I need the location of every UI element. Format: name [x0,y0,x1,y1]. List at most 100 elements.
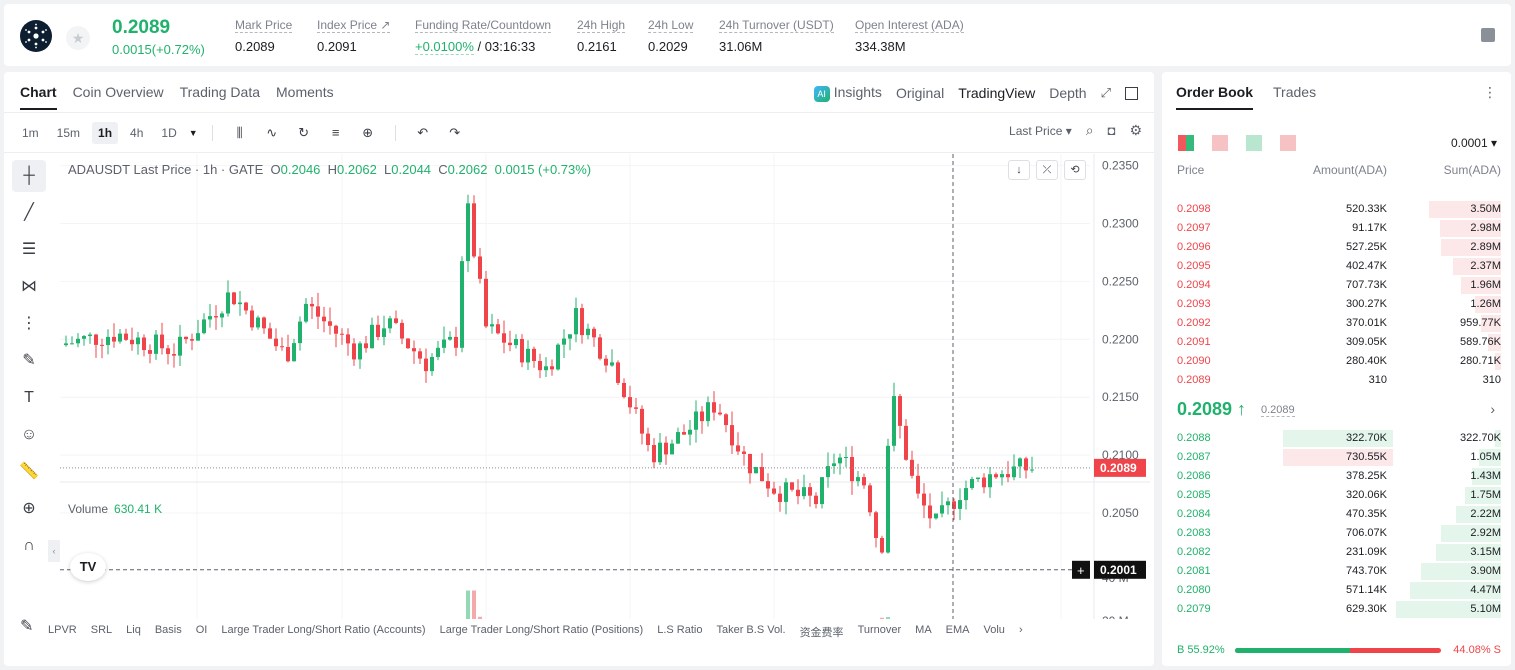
pattern-icon[interactable]: ⋈ [21,278,37,295]
chevron-right-icon[interactable]: › [1490,401,1495,417]
refresh-icon[interactable]: ↻ [298,125,310,140]
gear-icon[interactable]: ⚙ [1129,122,1142,138]
candle-type-icon[interactable]: ⫼ [236,125,243,140]
book-icon[interactable] [1481,28,1495,42]
stat-label[interactable]: Mark Price [235,18,293,33]
tab-chart[interactable]: Chart [20,84,57,110]
precision-select[interactable]: 0.0001 ▾ [1450,136,1497,150]
tab-original[interactable]: Original [895,85,945,101]
more-menu-icon[interactable]: ⋮ [1483,84,1497,100]
timeframe-1m[interactable]: 1m [22,126,39,140]
collapse-toolbar-icon[interactable]: ‹ [48,540,60,562]
tab-insights[interactable]: AI Insights [813,84,882,102]
bid-row[interactable]: 0.2088 322.70K 322.70K [1162,429,1511,448]
emoji-icon[interactable]: ☺ [20,426,38,443]
horizontal-lines-icon[interactable]: ☰ [21,241,37,258]
price-type-select[interactable]: Last Price ▾ [1009,123,1072,138]
ask-row[interactable]: 0.2090 280.40K 280.71K [1162,352,1511,371]
bid-row[interactable]: 0.2087 730.55K 1.05M [1162,448,1511,467]
stat-label[interactable]: Index Price ↗ [317,18,391,33]
view-asks-only-icon[interactable] [1280,135,1296,151]
stat-label[interactable]: 24h Low [648,18,694,33]
ask-row[interactable]: 0.2098 520.33K 3.50M [1162,200,1511,219]
add-icon[interactable]: ⊕ [362,125,374,140]
favorite-star-icon[interactable]: ★ [66,26,90,50]
timeframe-dropdown-icon[interactable]: ▼ [188,128,198,138]
view-bids-icon[interactable] [1246,135,1262,151]
brush-icon[interactable]: ✎ [22,352,36,369]
bid-row[interactable]: 0.2082 231.09K 3.15M [1162,543,1511,562]
tab-moments[interactable]: Moments [276,84,334,100]
tab-depth[interactable]: Depth [1049,85,1087,101]
candle-body [256,317,260,328]
indicator-12[interactable]: EMA [945,624,970,636]
bid-row[interactable]: 0.2085 320.06K 1.75M [1162,486,1511,505]
tab-trades[interactable]: Trades [1273,84,1317,100]
tab-trading-data[interactable]: Trading Data [179,84,261,100]
timeframe-1d[interactable]: 1D [161,126,177,140]
timeframe-15m[interactable]: 15m [56,126,81,140]
indicator-4[interactable]: OI [195,624,208,636]
ask-row[interactable]: 0.2091 309.05K 589.76K [1162,333,1511,352]
timeframe-4h[interactable]: 4h [130,126,144,140]
collapse-icon[interactable]: ⤫ [1036,160,1058,180]
expand-icon[interactable]: ⤢ [1100,85,1111,100]
stat-label[interactable]: Open Interest (ADA) [855,18,964,33]
indicator-10[interactable]: Turnover [857,624,902,636]
indicator-6[interactable]: Large Trader Long/Short Ratio (Positions… [439,624,644,636]
stat-label[interactable]: Funding Rate/Countdown [415,18,552,33]
text-icon[interactable]: T [24,389,34,406]
bid-row[interactable]: 0.2084 470.35K 2.22M [1162,505,1511,524]
zoom-icon[interactable]: ⊕ [22,500,36,517]
stat-value: 0.2161 [577,39,625,54]
indicator-1[interactable]: SRL [90,624,113,636]
reset-icon[interactable]: ⟲ [1064,160,1086,180]
indicator-3[interactable]: Basis [154,624,182,636]
template-icon[interactable]: ≡ [331,125,340,140]
price-chart[interactable]: 0.23500.23000.22500.22000.21500.21000.20… [60,154,1150,619]
indicator-2[interactable]: Liq [126,624,141,636]
ask-row[interactable]: 0.2093 300.27K 1.26M [1162,295,1511,314]
indicator-11[interactable]: MA [915,624,932,636]
search-icon[interactable]: ⌕ [1085,122,1094,138]
indicator-8[interactable]: Taker B.S Vol. [716,624,786,636]
tab-order-book[interactable]: Order Book [1176,84,1254,110]
indicator-5[interactable]: Large Trader Long/Short Ratio (Accounts) [221,624,426,636]
trendline-icon[interactable]: ╱ [24,204,34,221]
indicators-icon[interactable]: ∿ [266,125,278,140]
camera-icon[interactable]: ◘ [1107,123,1116,138]
ask-row[interactable]: 0.2095 402.47K 2.37M [1162,257,1511,276]
ask-row[interactable]: 0.2096 527.25K 2.89M [1162,238,1511,257]
undo-icon[interactable]: ↶ [417,125,429,140]
ask-row[interactable]: 0.2097 91.17K 2.98M [1162,219,1511,238]
pencil-icon[interactable]: ✎ [20,618,34,635]
ask-row[interactable]: 0.2094 707.73K 1.96M [1162,276,1511,295]
indicator-0[interactable]: LPVR [48,624,77,636]
bid-row[interactable]: 0.2080 571.14K 4.47M [1162,581,1511,600]
chevron-right-icon[interactable]: › [1018,624,1023,636]
magnet-icon[interactable]: ∩ [23,537,35,554]
scroll-down-icon[interactable]: ↓ [1008,160,1030,180]
stat-label[interactable]: 24h Turnover (USDT) [719,18,834,33]
bid-row[interactable]: 0.2086 378.25K 1.43M [1162,467,1511,486]
view-both-icon[interactable] [1178,135,1194,151]
indicator-13[interactable]: Volu [983,624,1005,636]
bid-row[interactable]: 0.2081 743.70K 3.90M [1162,562,1511,581]
redo-icon[interactable]: ↷ [449,125,461,140]
crosshair-icon[interactable]: ┼ [12,160,46,192]
view-asks-icon[interactable] [1212,135,1228,151]
stat-label[interactable]: 24h High [577,18,626,33]
candle-body [772,488,776,494]
ruler-icon[interactable]: 📏 [19,463,39,480]
tab-coin-overview[interactable]: Coin Overview [72,84,164,100]
tab-tradingview[interactable]: TradingView [958,85,1036,101]
timeframe-1h[interactable]: 1h [92,122,119,144]
bid-row[interactable]: 0.2079 629.30K 5.10M [1162,600,1511,619]
window-icon[interactable] [1125,86,1138,100]
indicator-9[interactable]: 资金费率 [799,627,844,639]
ask-row[interactable]: 0.2092 370.01K 959.77K [1162,314,1511,333]
bid-row[interactable]: 0.2083 706.07K 2.92M [1162,524,1511,543]
ask-row[interactable]: 0.2089 310 310 [1162,371,1511,390]
fib-icon[interactable]: ⋮ [21,315,37,332]
indicator-7[interactable]: L.S Ratio [657,624,703,636]
